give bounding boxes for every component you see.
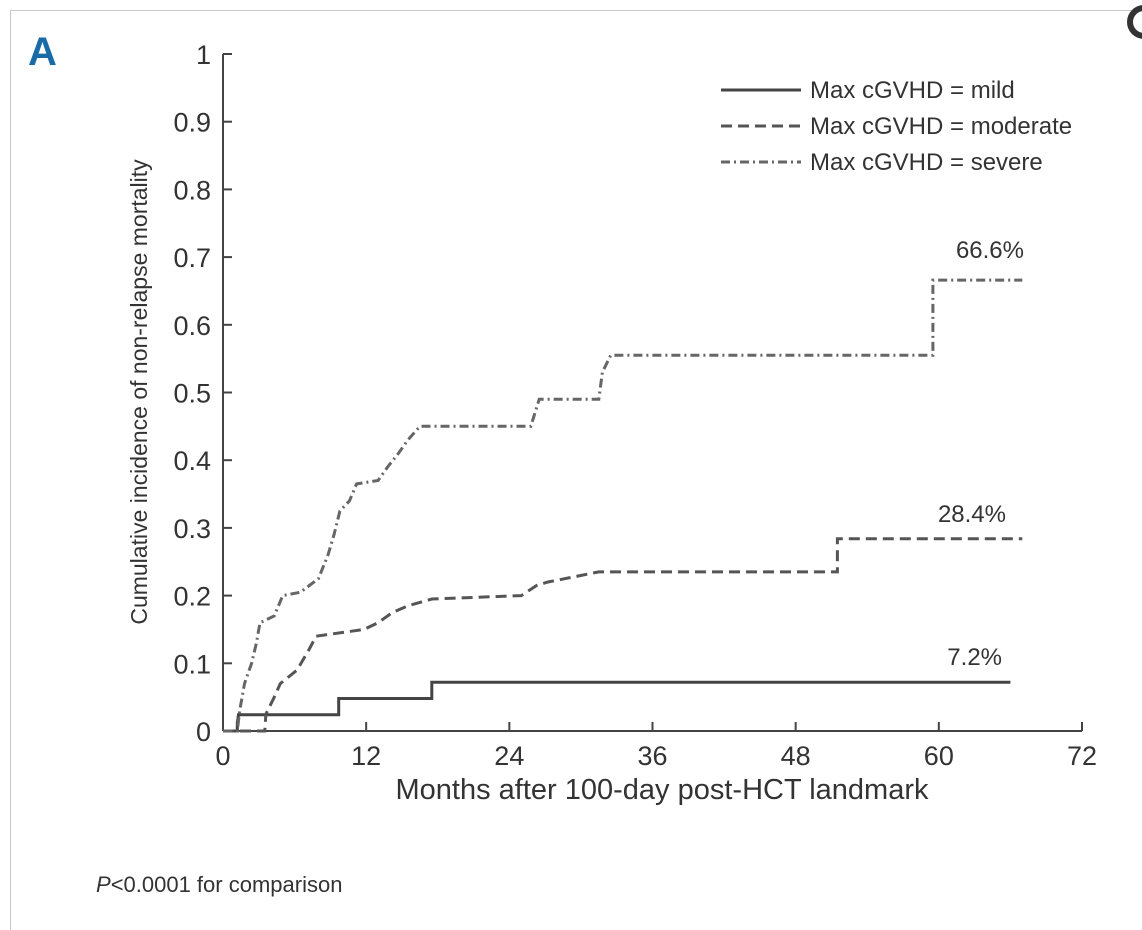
series-layer: 7.2% 28.4% 66.6% <box>223 237 1024 733</box>
y-tick-label: 0.8 <box>173 175 211 205</box>
series-line-dashed <box>223 537 1023 733</box>
y-tick-label: 0.7 <box>173 243 211 273</box>
x-tick-label: 36 <box>637 741 667 771</box>
x-axis-label: Months after 100-day post-HCT landmark <box>396 774 929 806</box>
y-tick-label: 0.4 <box>173 446 211 476</box>
figure-frame <box>10 5 1142 930</box>
x-tick-label: 48 <box>781 741 811 771</box>
y-tick-label: 0.3 <box>173 514 211 544</box>
y-tick-label: 0.9 <box>173 108 211 138</box>
x-tick-label: 24 <box>494 741 524 771</box>
series-end-label: 28.4% <box>938 501 1006 528</box>
x-tick-label: 0 <box>215 741 230 771</box>
y-tick-label: 0.1 <box>173 649 211 679</box>
series-line-solid <box>223 680 1011 733</box>
y-tick-label: 0 <box>196 717 211 747</box>
legend-entry: Max cGVHD = moderate <box>810 113 1072 140</box>
y-axis-label: Cumulative incidence of non-relapse mort… <box>126 159 152 625</box>
footnote-text: <0.0001 for comparison <box>110 872 343 897</box>
axes: 0 12 24 36 48 60 72 0 0.1 0.2 0.3 0.4 0.5 0.6 0.7 0.8 0.… <box>173 40 1097 771</box>
panel-label: A <box>28 30 57 74</box>
y-tick-label: 0.2 <box>173 582 211 612</box>
legend-entry: Max cGVHD = severe <box>810 149 1043 176</box>
x-tick-label: 60 <box>924 741 954 771</box>
series-end-label: 7.2% <box>947 644 1002 671</box>
series-end-label: 66.6% <box>956 237 1024 264</box>
x-tick-label: 12 <box>351 741 381 771</box>
series-line-dashdot <box>223 278 1023 733</box>
y-tick-label: 0.6 <box>173 311 211 341</box>
x-tick-label: 72 <box>1067 741 1097 771</box>
y-tick-label: 1 <box>196 40 211 70</box>
footnote: P<0.0001 for comparison <box>96 872 342 898</box>
legend-entry: Max cGVHD = mild <box>810 77 1015 104</box>
p-symbol: P <box>96 872 111 897</box>
corner-ring-icon <box>1127 5 1142 39</box>
legend: Max cGVHD = mild Max cGVHD = moderate Max … <box>721 77 1072 176</box>
y-tick-label: 0.5 <box>173 379 211 409</box>
